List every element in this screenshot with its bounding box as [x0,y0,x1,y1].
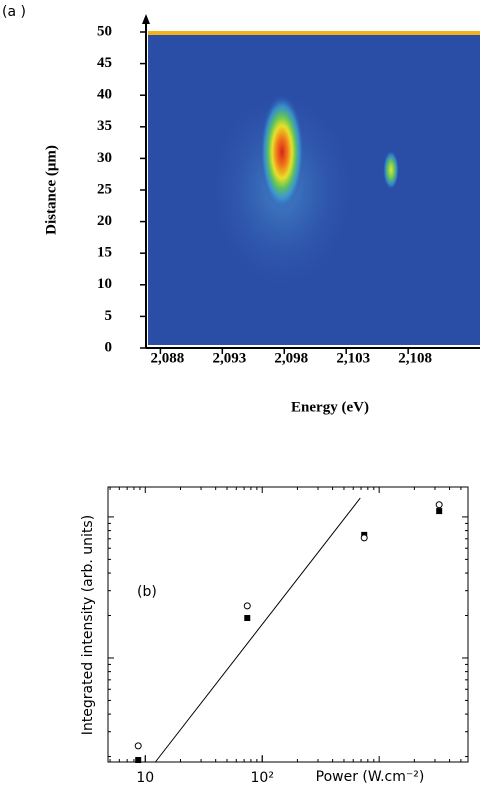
y-tick-label: 30 [97,150,112,166]
axis-arrow [142,14,150,24]
y-tick-label: 20 [97,213,112,229]
circle-point [435,501,443,509]
fit-line [154,497,361,763]
x-tick-label: 2,108 [398,350,432,366]
y-tick-label: 25 [97,181,112,197]
circle-point [360,534,368,542]
y-tick-label: 35 [97,118,112,134]
circle-point [134,742,142,750]
heatmap-spot [383,150,399,190]
x-tick-label: 2,103 [336,350,370,366]
x-axis-label: Power (W.cm⁻²) [316,769,425,785]
y-tick-label: 40 [97,87,112,103]
square-point [436,508,443,515]
y-axis-label: Distance (μm) [43,145,59,235]
circle-point [243,602,251,610]
x-tick-label: 10² [251,770,274,786]
heatmap-spot [260,94,304,210]
x-tick-label: 2,088 [151,350,185,366]
square-point [135,757,142,764]
y-tick-label: 15 [97,245,112,261]
plot-frame [107,486,469,763]
y-tick-label: 45 [97,55,112,71]
x-tick-label: 2,098 [274,350,308,366]
panel-a: 0 5 10 15 20 25 30 35 40 45 50 2,088 2,093 2,098 2,103… [2,4,480,415]
x-axis-label: Energy (eV) [291,399,369,415]
y-tick-label: 0 [105,339,113,355]
x-tick-label: 2,093 [212,350,246,366]
panel-label: (b) [137,584,157,600]
square-point [244,615,251,622]
y-axis-label: Integrated intensity (arb. units) [80,515,96,735]
panel-b: 10 10² (b) Power (W.cm⁻²) Integrated intensi… [80,486,469,786]
panel-label: (a ) [2,4,26,20]
y-tick-label: 5 [105,308,113,324]
y-tick-label: 50 [97,23,112,39]
y-tick-label: 10 [97,276,112,292]
x-tick-label: 10 [136,770,154,786]
